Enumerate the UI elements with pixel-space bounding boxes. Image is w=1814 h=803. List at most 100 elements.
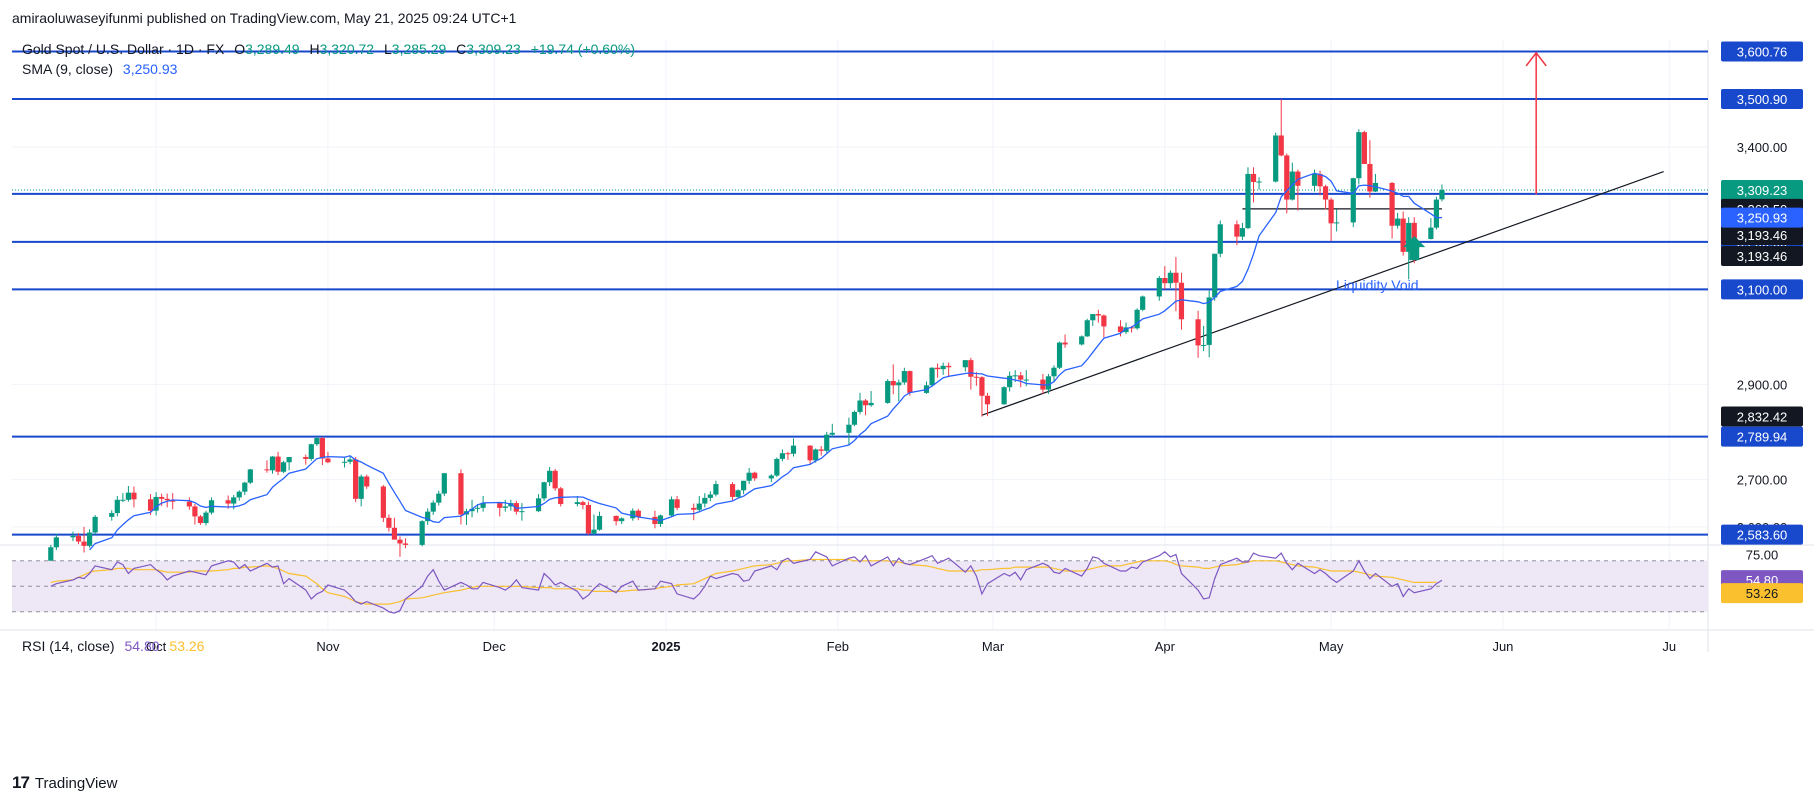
candle-body xyxy=(192,506,198,517)
candle-body xyxy=(813,449,819,461)
target-arrow-head[interactable] xyxy=(1525,51,1547,67)
candle-body xyxy=(1256,181,1262,183)
candle-body xyxy=(1273,135,1279,182)
candle-body xyxy=(547,470,553,483)
candle-body xyxy=(502,506,508,508)
legend-change: +19.74 (+0.60%) xyxy=(531,41,635,57)
legend-open: 3,289.49 xyxy=(245,41,300,57)
rsi-legend-ma-value: 53.26 xyxy=(169,638,204,654)
x-tick-label: Oct xyxy=(146,639,167,654)
svg-text:Gold Spot / U.S. Dollar · 1D ·: Gold Spot / U.S. Dollar · 1D · FX O3,289… xyxy=(22,41,635,57)
candle-body xyxy=(1062,342,1068,345)
candle-body xyxy=(1195,319,1201,346)
candle-body xyxy=(1322,186,1329,200)
candle-body xyxy=(574,502,580,505)
level-price-tag: 3,500.90 xyxy=(1737,92,1788,107)
sma-price-tag: 3,250.93 xyxy=(1737,211,1788,226)
candle-body xyxy=(984,395,991,405)
candle-body xyxy=(1123,327,1129,333)
candle-body xyxy=(386,517,392,528)
chart-canvas[interactable]: OctNovDec2025FebMarAprMayJunJu2,600.002,… xyxy=(0,40,1814,770)
rsi-ma-tag-bg xyxy=(1721,583,1803,604)
candle-body xyxy=(480,503,486,508)
x-tick-label: Jun xyxy=(1492,639,1513,654)
candle-body xyxy=(1206,297,1212,345)
candle-body xyxy=(635,510,641,517)
candle-body xyxy=(973,376,979,378)
candle-body xyxy=(92,516,98,533)
candle-body xyxy=(691,507,697,510)
candle-body xyxy=(159,496,165,499)
candle-body xyxy=(1007,375,1013,388)
candle-body xyxy=(1406,222,1412,252)
x-tick-label: 2025 xyxy=(652,639,681,654)
candle-body xyxy=(657,515,664,525)
candle-body xyxy=(979,377,985,396)
legend-sma-value: 3,250.93 xyxy=(123,61,178,77)
candle-body xyxy=(1250,173,1257,183)
rsi-tick-label: 75.00 xyxy=(1746,547,1779,562)
candle-body xyxy=(125,492,131,500)
candle-body xyxy=(890,381,896,386)
rsi-line xyxy=(50,551,1443,614)
candle-body xyxy=(1167,272,1173,284)
candle-body xyxy=(1056,342,1063,368)
sma-line-group xyxy=(89,172,1443,551)
candle-body xyxy=(785,453,791,455)
candle-body xyxy=(358,476,364,499)
candle-body xyxy=(203,512,209,524)
x-tick-label: Ju xyxy=(1662,639,1676,654)
support-price-tag-bg xyxy=(1721,245,1803,266)
trendline[interactable] xyxy=(981,171,1664,416)
candle-body xyxy=(846,424,852,433)
candle-body xyxy=(519,511,525,513)
candle-body xyxy=(53,537,59,548)
candle-body xyxy=(1411,222,1417,240)
candle-body xyxy=(242,482,248,492)
candle-body xyxy=(1045,376,1052,390)
candle-body xyxy=(790,445,797,454)
candle-body xyxy=(907,371,913,393)
candle-body xyxy=(164,498,170,501)
candle-body xyxy=(1018,375,1024,380)
candle-body xyxy=(497,503,503,508)
rsi-ma-tag: 53.26 xyxy=(1746,586,1779,601)
candle-body xyxy=(1012,375,1018,377)
candle-body xyxy=(225,500,231,504)
candle-body xyxy=(1395,218,1401,226)
candle-body xyxy=(109,513,115,517)
candle-body xyxy=(1217,224,1223,254)
candle-body xyxy=(1278,135,1284,156)
candle-body xyxy=(308,444,314,459)
candle-body xyxy=(807,445,813,461)
candle-body xyxy=(364,476,370,487)
candle-body xyxy=(652,516,658,525)
trendline-group[interactable] xyxy=(981,171,1664,416)
candle-body xyxy=(469,508,475,512)
candle-body xyxy=(862,400,869,406)
candle-body xyxy=(1439,189,1445,200)
annotations[interactable] xyxy=(1403,51,1547,261)
candle-body xyxy=(1090,314,1096,321)
level-price-tag-bg xyxy=(1721,88,1803,109)
support-arrow[interactable] xyxy=(1403,236,1426,261)
top-bar: amiraoluwaseyifunmi published on Trading… xyxy=(0,0,1814,40)
tradingview-logo-icon[interactable]: 17 xyxy=(12,773,30,792)
publisher-line: amiraoluwaseyifunmi published on Trading… xyxy=(12,10,517,26)
candle-body xyxy=(1284,155,1290,200)
candle-body xyxy=(962,360,968,368)
horizontal-levels[interactable] xyxy=(12,50,1708,536)
x-tick-label: Apr xyxy=(1155,639,1176,654)
candle-body xyxy=(1101,315,1107,327)
candle-body xyxy=(1433,199,1440,228)
level-price-tag-bg xyxy=(1721,524,1803,545)
price-tags: 3,600.763,500.903,301.003,200.003,100.00… xyxy=(1721,41,1803,604)
candle-body xyxy=(397,539,403,544)
candle-body xyxy=(968,360,974,377)
footer-brand[interactable]: TradingView xyxy=(34,774,118,792)
candle-body xyxy=(380,486,386,518)
candle-body xyxy=(824,434,830,451)
candle-body xyxy=(236,491,242,498)
candle-body xyxy=(580,502,586,506)
candle-body xyxy=(353,459,359,499)
